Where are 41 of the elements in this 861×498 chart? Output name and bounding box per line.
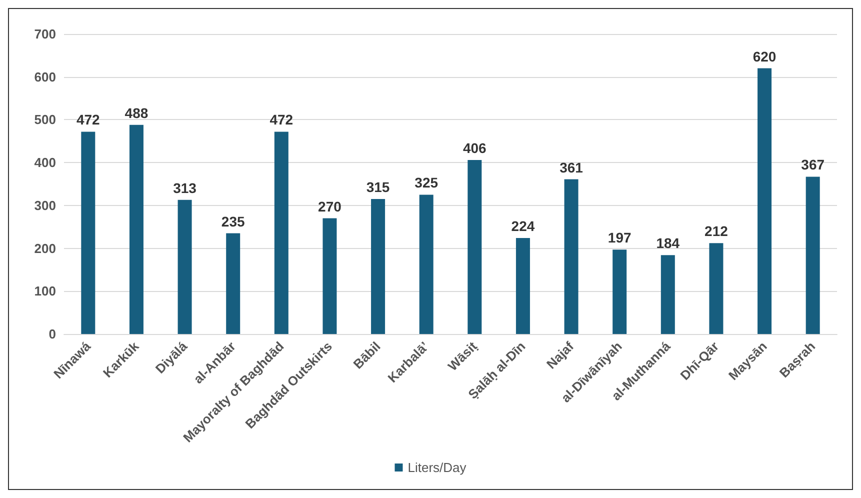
bar bbox=[660, 255, 675, 334]
y-tick-label: 700 bbox=[34, 26, 56, 42]
bar bbox=[758, 68, 772, 334]
data-label: 361 bbox=[560, 159, 584, 176]
y-tick-label: 0 bbox=[48, 326, 56, 342]
y-tick-label: 100 bbox=[34, 284, 56, 299]
legend-label: Liters/Day bbox=[408, 460, 467, 475]
bar bbox=[709, 243, 724, 334]
y-tick-label: 300 bbox=[34, 198, 56, 213]
y-tick-label: 500 bbox=[34, 112, 56, 128]
data-label: 315 bbox=[366, 179, 390, 195]
data-label: 472 bbox=[76, 112, 100, 128]
bar bbox=[806, 176, 820, 334]
y-tick-label: 200 bbox=[34, 240, 56, 256]
data-label: 235 bbox=[221, 213, 245, 230]
bar bbox=[322, 218, 337, 334]
data-label: 488 bbox=[124, 104, 148, 121]
bar bbox=[371, 199, 386, 334]
y-tick-label: 400 bbox=[34, 155, 56, 170]
bar bbox=[274, 132, 288, 334]
y-tick-label: 600 bbox=[34, 69, 56, 84]
bar bbox=[612, 250, 627, 334]
bar bbox=[564, 179, 578, 334]
bar bbox=[129, 124, 144, 334]
data-label: 367 bbox=[801, 156, 825, 173]
bar bbox=[419, 194, 434, 334]
data-label: 620 bbox=[752, 48, 776, 64]
data-label: 197 bbox=[608, 230, 632, 246]
bar bbox=[226, 233, 240, 334]
bar bbox=[178, 200, 192, 334]
data-label: 472 bbox=[270, 112, 294, 128]
data-label: 224 bbox=[511, 218, 535, 234]
data-label: 406 bbox=[462, 140, 487, 156]
bar bbox=[468, 160, 482, 334]
bar bbox=[81, 132, 96, 334]
data-label: 212 bbox=[704, 223, 728, 240]
bar bbox=[516, 238, 530, 334]
data-label: 313 bbox=[173, 180, 197, 196]
data-label: 270 bbox=[318, 198, 342, 214]
data-label: 325 bbox=[414, 174, 438, 191]
data-label: 184 bbox=[656, 235, 680, 252]
